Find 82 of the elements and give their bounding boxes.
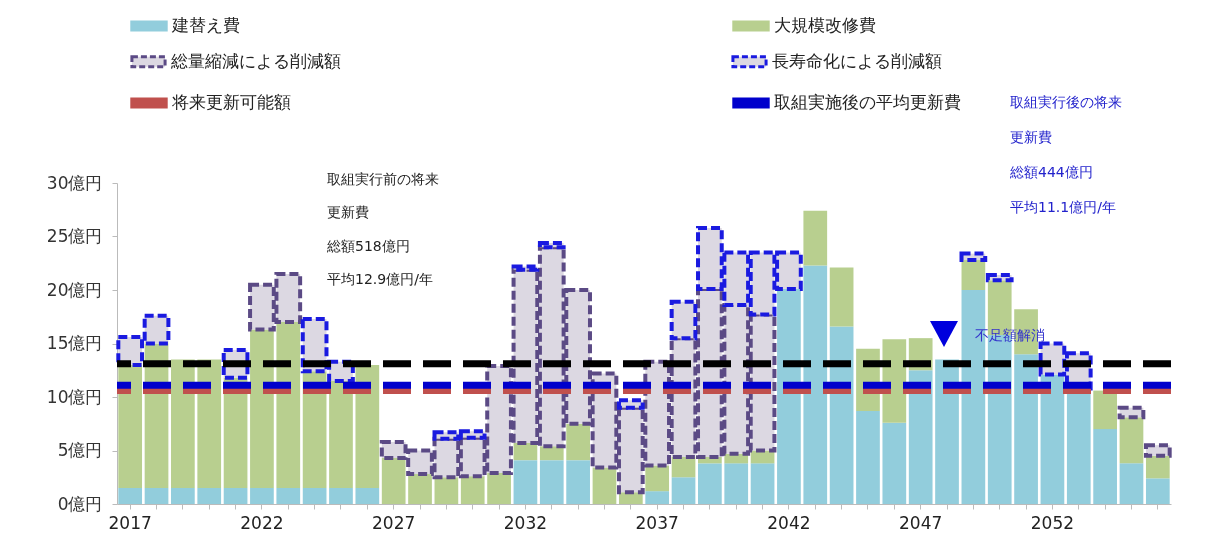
y-tick-label: 20億円 bbox=[46, 279, 103, 300]
bar bbox=[777, 288, 801, 504]
bar bbox=[1093, 429, 1117, 504]
annotation: 総額518億円 bbox=[326, 238, 410, 254]
bar bbox=[1145, 455, 1170, 479]
legend-label: 長寿命化による削減額 bbox=[772, 50, 942, 71]
bar bbox=[961, 260, 986, 290]
bar bbox=[329, 380, 353, 488]
bar bbox=[171, 487, 195, 504]
bar bbox=[276, 487, 301, 504]
bar bbox=[408, 474, 432, 504]
annotation: 平均12.9億円/年 bbox=[327, 271, 433, 287]
bar bbox=[829, 267, 854, 327]
x-tick-label: 2047 bbox=[899, 512, 943, 533]
x-tick-label: 2032 bbox=[503, 512, 548, 533]
bar bbox=[566, 423, 590, 461]
text: 取組実行後の将来 bbox=[1010, 94, 1122, 110]
y-tick-label: 5億円 bbox=[57, 440, 103, 460]
legend-label: 大規模改修費 bbox=[774, 15, 876, 35]
bar bbox=[118, 364, 143, 488]
legend-label: 取組実施後の平均更新費 bbox=[774, 92, 961, 112]
bar bbox=[434, 477, 459, 504]
bar bbox=[487, 472, 511, 504]
bar bbox=[882, 339, 907, 423]
bar bbox=[908, 370, 933, 504]
bar bbox=[539, 460, 564, 504]
bar bbox=[645, 465, 670, 492]
y-tick-label: 15億円 bbox=[46, 333, 103, 353]
y-tick-label: 30億円 bbox=[46, 172, 103, 193]
y-tick-label: 10億円 bbox=[46, 386, 103, 407]
bar bbox=[698, 463, 722, 504]
y-tick-label: 0億円 bbox=[57, 493, 103, 514]
bar bbox=[381, 457, 406, 504]
bar bbox=[302, 487, 327, 504]
bar bbox=[513, 460, 538, 504]
bar bbox=[197, 359, 222, 488]
bar bbox=[856, 410, 880, 504]
bar bbox=[1014, 354, 1038, 504]
bar bbox=[460, 476, 485, 504]
y-tick-label: 25億円 bbox=[46, 226, 103, 246]
annotation: 更新費 bbox=[327, 204, 369, 220]
bar bbox=[144, 487, 169, 504]
bar bbox=[618, 492, 643, 504]
x-tick-label: 2042 bbox=[767, 512, 811, 533]
bar bbox=[750, 463, 775, 504]
x-tick-label: 2017 bbox=[108, 512, 152, 533]
x-tick-label: 2052 bbox=[1030, 512, 1075, 533]
bar bbox=[250, 329, 274, 488]
legend-label: 将来更新可能額 bbox=[171, 92, 291, 112]
bar bbox=[1119, 463, 1144, 504]
bar bbox=[1145, 478, 1170, 504]
x-tick-label: 2037 bbox=[635, 512, 679, 533]
text: 更新費 bbox=[1010, 129, 1052, 145]
bar bbox=[724, 463, 749, 504]
bar bbox=[171, 359, 195, 488]
bar bbox=[118, 487, 143, 504]
bar bbox=[355, 364, 380, 488]
legend-label: 建替え費 bbox=[171, 15, 240, 35]
bar bbox=[592, 467, 617, 504]
bar bbox=[803, 265, 828, 504]
x-tick-label: 2027 bbox=[372, 512, 416, 533]
bar bbox=[250, 487, 274, 504]
bar bbox=[935, 359, 959, 504]
bar bbox=[1093, 390, 1117, 430]
text: 総額444億円 bbox=[1009, 164, 1093, 180]
bar bbox=[539, 446, 564, 461]
bar bbox=[1119, 417, 1144, 464]
bar bbox=[1040, 374, 1065, 504]
legend-label: 総量縮減による削減額 bbox=[170, 50, 341, 71]
bar bbox=[645, 491, 670, 504]
bar bbox=[276, 322, 301, 488]
bar bbox=[355, 487, 380, 504]
bar bbox=[803, 210, 828, 266]
bar bbox=[197, 487, 222, 504]
x-tick-label: 2022 bbox=[240, 512, 284, 533]
bar bbox=[223, 487, 248, 504]
bar bbox=[882, 422, 907, 504]
annotation: 取組実行前の将来 bbox=[327, 171, 439, 187]
bar bbox=[329, 487, 353, 504]
annotation: 平均11.1億円/年 bbox=[1010, 199, 1116, 215]
bar bbox=[671, 477, 696, 504]
bar bbox=[566, 460, 590, 504]
